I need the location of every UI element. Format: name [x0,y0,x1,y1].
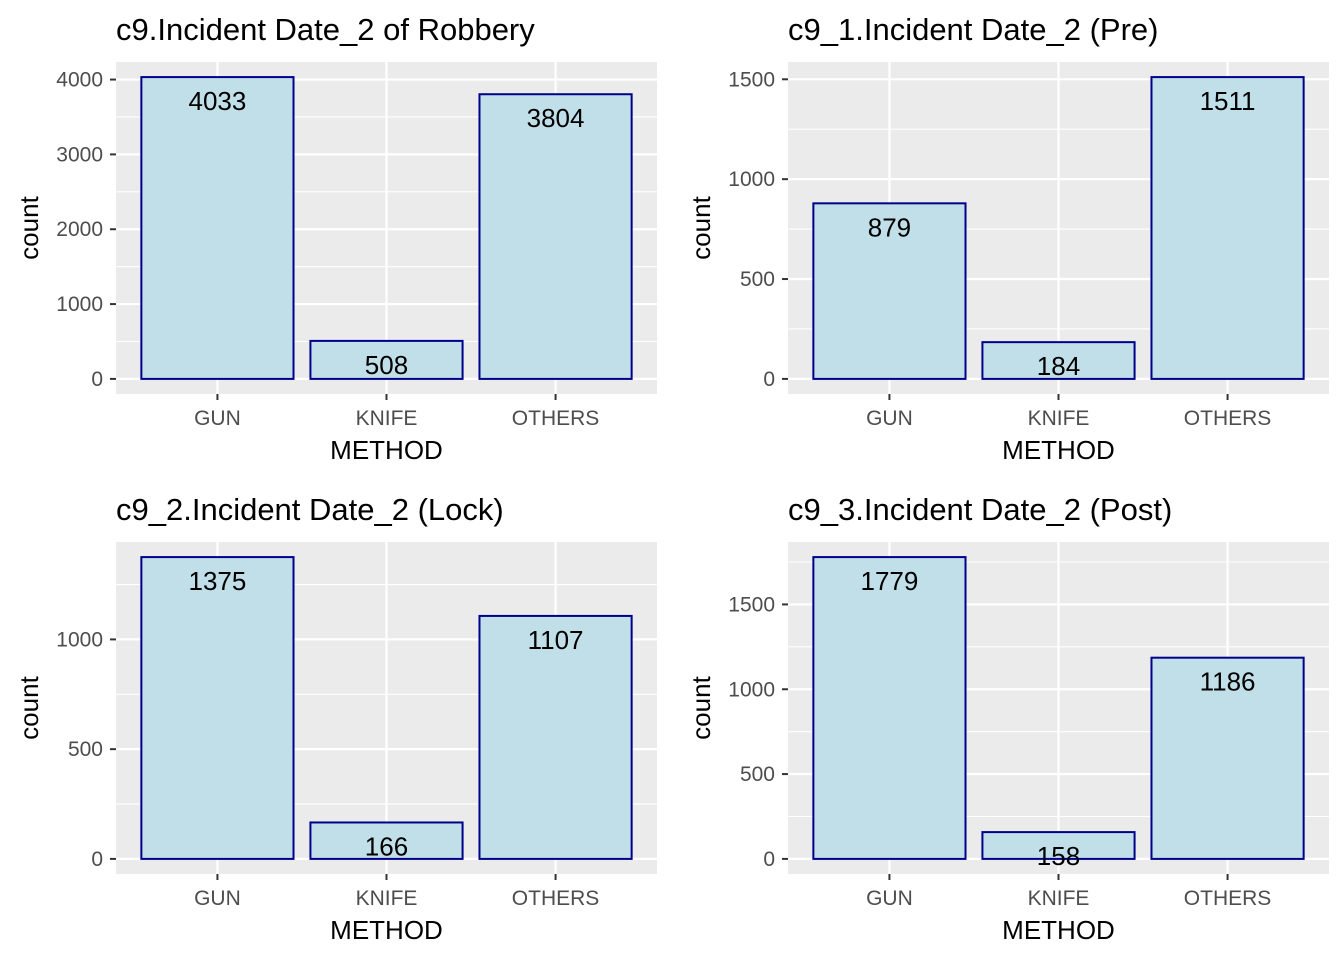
bar-others [478,614,633,860]
y-axis-title: count [14,195,44,259]
x-tick-label: GUN [194,407,241,430]
bar-value-label: 1375 [189,566,247,596]
bar-value-label: 1186 [1200,667,1256,697]
y-tick-label: 1000 [56,628,103,651]
y-tick-label: 500 [68,738,103,761]
y-tick-label: 4000 [56,69,103,92]
y-tick-label: 0 [91,368,103,391]
y-axis-title: count [686,195,716,259]
bar-others [1150,76,1305,380]
x-tick-label: GUN [194,887,241,910]
chart-title: c9_1.Incident Date_2 (Pre) [788,12,1159,47]
bar-value-label: 1107 [528,625,584,655]
bar-knife [309,339,464,380]
bar-value-label: 166 [365,831,408,861]
chart-title: c9_2.Incident Date_2 (Lock) [116,492,504,527]
chart-panel-1: 4033 508 3804 0 1000 2000 3000 4000 GUN KNIFE OTHE… [14,12,657,465]
x-tick-label: KNIFE [356,887,418,910]
x-axis-title: METHOD [330,915,443,945]
x-tick-label: KNIFE [1028,407,1090,430]
bar-gun [812,556,967,860]
y-tick-label: 2000 [56,218,103,241]
x-tick-label: OTHERS [1184,887,1272,910]
bar-value-label: 879 [868,212,911,242]
bar-value-label: 158 [1037,841,1080,871]
bar-gun [140,76,295,380]
y-tick-label: 1000 [728,168,775,191]
y-tick-label: 0 [763,368,775,391]
y-tick-label: 1000 [56,293,103,316]
bar-value-label: 4033 [189,86,247,116]
y-tick-label: 1500 [728,68,775,91]
bar-value-label: 3804 [527,103,585,133]
y-tick-label: 0 [763,848,775,871]
bar-gun [140,556,295,860]
y-axis-title: count [686,675,716,739]
chart-panel-4: 1779 158 1186 0 500 1000 1500 GUN KNIFE OTHERS MET… [686,492,1329,945]
x-axis-title: METHOD [330,435,443,465]
y-tick-label: 500 [740,763,775,786]
y-tick-label: 500 [740,268,775,291]
bar-value-label: 1779 [861,566,919,596]
chart-panel-2: 879 184 1511 0 500 1000 1500 GUN KNIFE OTHERS METH… [686,12,1329,465]
y-tick-label: 3000 [56,143,103,166]
x-tick-label: GUN [866,407,913,430]
x-axis-title: METHOD [1002,915,1115,945]
bar-knife [309,821,464,860]
bar-knife [981,341,1136,380]
bar-value-label: 508 [365,350,408,380]
chart-title: c9.Incident Date_2 of Robbery [116,12,535,47]
y-tick-label: 1500 [728,593,775,616]
y-tick-label: 1000 [728,678,775,701]
x-tick-label: OTHERS [1184,407,1272,430]
bar-gun [812,202,967,380]
x-tick-label: OTHERS [512,407,600,430]
x-tick-label: KNIFE [1028,887,1090,910]
bar-others [478,93,633,380]
x-tick-label: GUN [866,887,913,910]
bar-value-label: 1511 [1200,86,1256,116]
chart-panel-3: 1375 166 1107 0 500 1000 GUN KNIFE OTHERS METHOD c… [14,492,657,945]
y-axis-title: count [14,675,44,739]
x-tick-label: OTHERS [512,887,600,910]
chart-title: c9_3.Incident Date_2 (Post) [788,492,1172,527]
x-tick-label: KNIFE [356,407,418,430]
bar-knife [981,831,1136,860]
bar-others [1150,656,1305,860]
y-tick-label: 0 [91,848,103,871]
bar-value-label: 184 [1037,351,1080,381]
x-axis-title: METHOD [1002,435,1115,465]
